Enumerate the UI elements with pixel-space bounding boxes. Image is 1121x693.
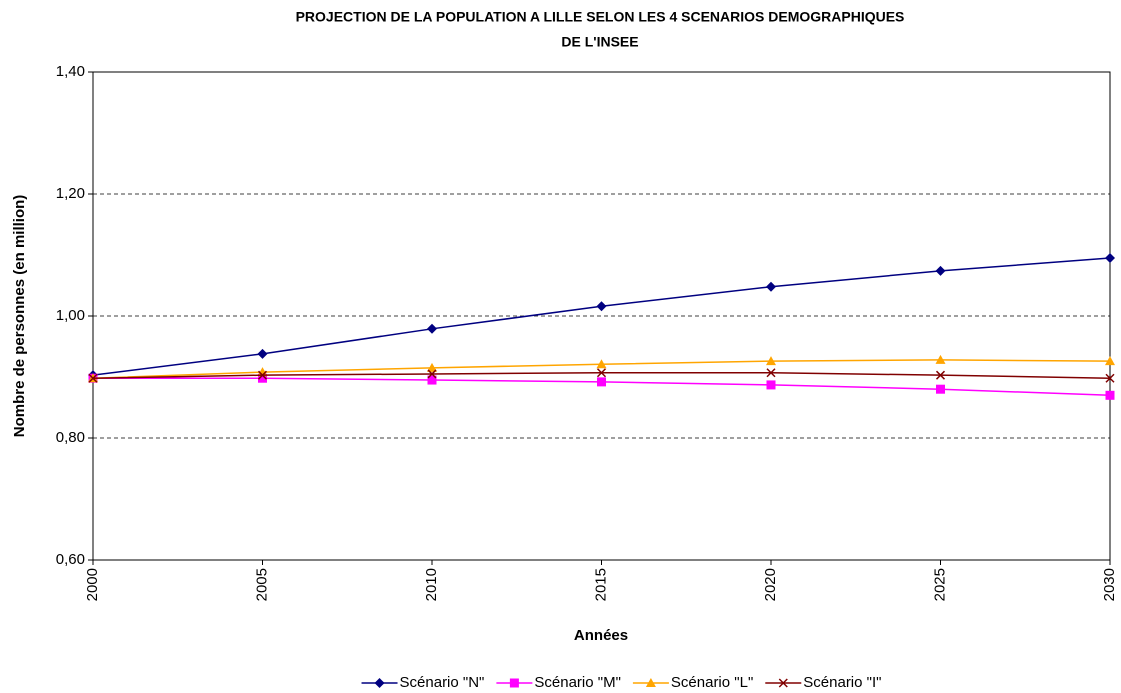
marker [766,281,776,292]
marker [1105,373,1115,383]
marker [935,354,946,364]
x-tick-label: 2015 [592,568,609,601]
marker [509,678,519,688]
marker [766,380,776,390]
y-tick-label: 1,20 [56,185,85,202]
marker [257,348,268,359]
marker [258,373,267,383]
y-tick-label: 1,40 [56,63,85,80]
y-axis-title: Nombre de personnes (en million) [11,195,28,438]
marker [597,377,606,387]
marker [645,678,656,687]
marker [778,678,788,688]
legend-label: Scénario "M" [534,674,621,691]
marker [596,368,607,378]
marker [935,265,946,276]
legend-label: Scénario "L" [671,674,753,691]
marker [257,370,268,380]
marker [427,369,437,379]
marker [257,367,268,377]
marker [1105,390,1115,400]
x-tick-label: 2005 [253,568,270,601]
marker [88,373,98,383]
chart-title: DE L'INSEE [561,34,638,50]
y-tick-label: 0,80 [56,429,85,446]
marker [1105,253,1115,264]
marker [596,359,607,369]
marker [766,356,776,366]
legend: Scénario "N" Scénario "M" Scénario "L" Scén… [361,674,881,691]
y-tick-label: 1,00 [56,307,85,324]
x-tick-label: 2020 [762,568,779,601]
legend-label: Scénario "N" [400,674,485,691]
marker [427,362,437,372]
marker [1105,356,1115,366]
x-tick-label: 2030 [1101,568,1118,601]
x-axis-title: Années [574,627,628,644]
marker [427,323,437,334]
y-tick-label: 0,60 [56,551,85,568]
marker [374,678,385,688]
marker [596,301,607,312]
x-tick-label: 2025 [931,568,948,601]
x-tick-label: 2000 [84,568,101,601]
marker [936,384,945,394]
chart-title: PROJECTION DE LA POPULATION A LILLE SELO… [296,9,905,25]
marker [935,370,946,380]
marker [427,375,437,385]
x-tick-label: 2010 [423,568,440,601]
legend-label: Scénario "I" [803,674,881,691]
marker [766,368,776,378]
